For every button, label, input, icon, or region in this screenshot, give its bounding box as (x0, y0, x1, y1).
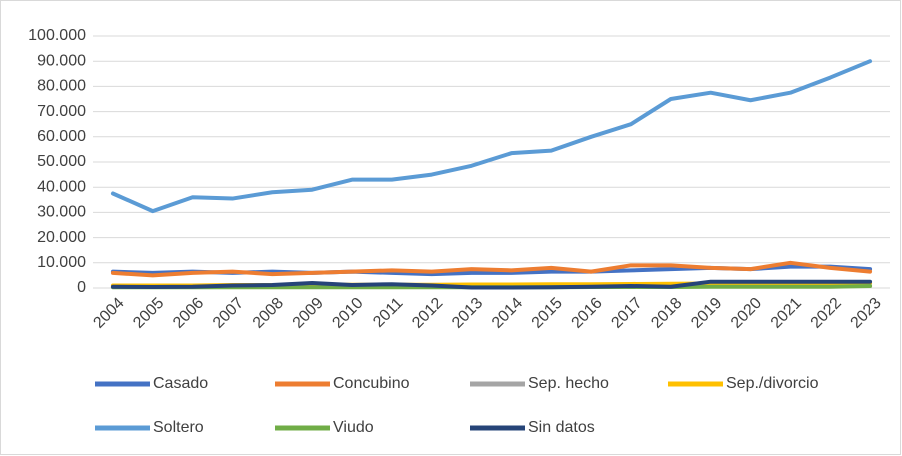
legend-label: Concubino (333, 375, 410, 392)
y-tick-label: 40.000 (37, 178, 86, 195)
y-tick-label: 100.000 (28, 27, 86, 44)
legend-label: Sep./divorcio (726, 375, 819, 392)
legend-label: Sep. hecho (528, 375, 609, 392)
y-tick-label: 80.000 (37, 78, 86, 95)
y-tick-label: 30.000 (37, 204, 86, 221)
y-tick-label: 0 (77, 279, 86, 296)
legend-label: Casado (153, 375, 208, 392)
series-line (110, 59, 873, 214)
series-line (110, 279, 873, 290)
legend-label: Sin datos (528, 419, 595, 436)
y-tick-label: 50.000 (37, 153, 86, 170)
series-line (110, 260, 873, 278)
legend-label: Soltero (153, 419, 204, 436)
y-tick-label: 90.000 (37, 52, 86, 69)
y-tick-label: 20.000 (37, 229, 86, 246)
y-tick-label: 60.000 (37, 128, 86, 145)
legend-label: Viudo (333, 419, 374, 436)
y-tick-label: 10.000 (37, 254, 86, 271)
y-tick-label: 70.000 (37, 103, 86, 120)
